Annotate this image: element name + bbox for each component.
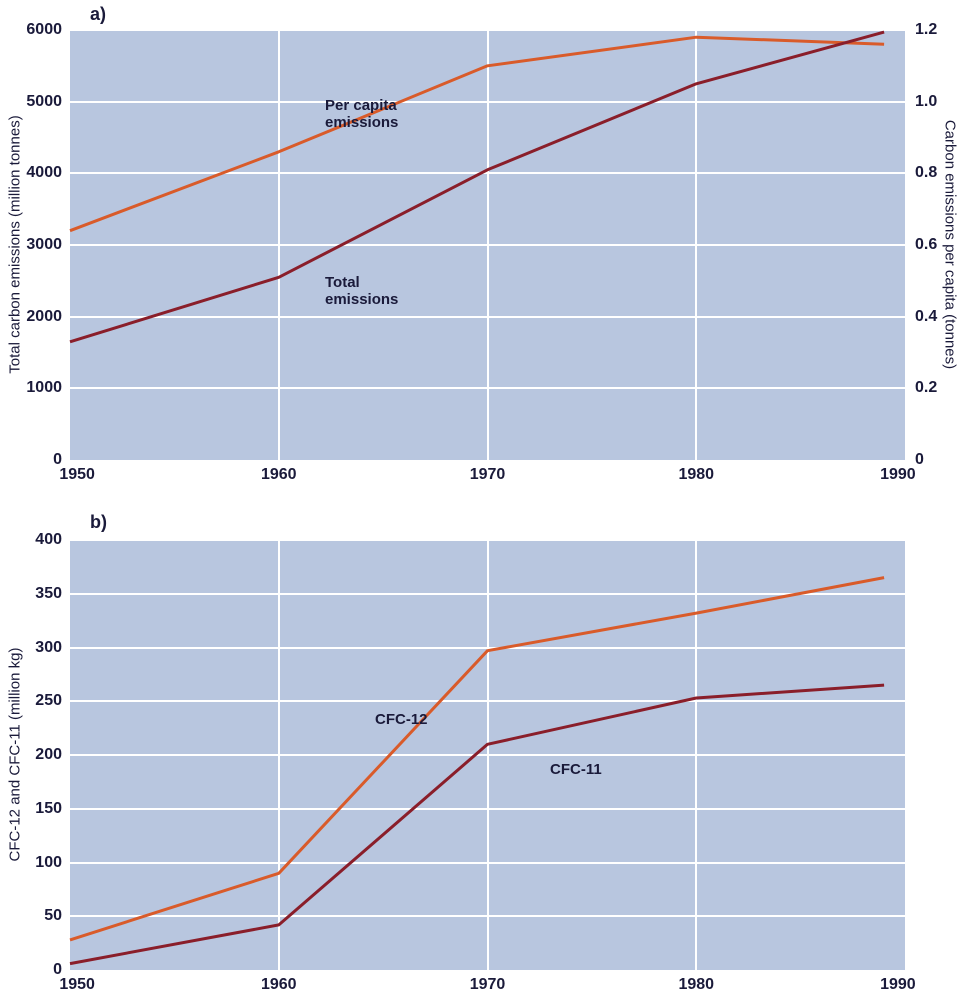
x-tick-label: 1990 (880, 976, 916, 994)
y-right-tick-label: 0.2 (915, 379, 937, 397)
series-label: CFC-11 (550, 762, 602, 779)
y-left-axis-label: Total carbon emissions (million tonnes) (7, 65, 24, 425)
series-label: Totalemissions (325, 275, 398, 308)
panel-b-label: b) (90, 512, 107, 533)
y-right-tick-label: 1.2 (915, 21, 937, 39)
y-right-axis-label: Carbon emissions per capita (tonnes) (942, 65, 959, 425)
chart-a: 1950196019701980199001000200030004000500… (70, 30, 905, 460)
y-right-tick-label: 0.8 (915, 164, 937, 182)
series-label: Per capitaemissions (325, 98, 398, 131)
x-tick-label: 1990 (880, 466, 916, 484)
chart-b: 1950196019701980199005010015020025030035… (70, 540, 905, 970)
y-right-tick-label: 0.4 (915, 308, 937, 326)
panel-a-label: a) (90, 4, 106, 25)
y-right-tick-label: 0.6 (915, 236, 937, 254)
x-tick-label: 1960 (261, 976, 297, 994)
x-tick-label: 1980 (678, 466, 714, 484)
y-left-tick-label: 400 (2, 531, 62, 549)
x-tick-label: 1950 (59, 976, 95, 994)
x-tick-label: 1970 (470, 466, 506, 484)
series-line (70, 578, 884, 940)
y-right-tick-label: 1.0 (915, 93, 937, 111)
y-right-tick-label: 0 (915, 451, 924, 469)
series-lines (70, 540, 905, 970)
x-tick-label: 1950 (59, 466, 95, 484)
series-line (70, 32, 884, 342)
x-tick-label: 1970 (470, 976, 506, 994)
y-left-tick-label: 0 (2, 451, 62, 469)
y-left-tick-label: 0 (2, 961, 62, 979)
series-label: CFC-12 (375, 712, 428, 729)
series-lines (70, 30, 905, 460)
x-tick-label: 1980 (678, 976, 714, 994)
series-line (70, 685, 884, 964)
y-left-axis-label: CFC-12 and CFC-11 (million kg) (7, 575, 24, 935)
y-left-tick-label: 6000 (2, 21, 62, 39)
x-tick-label: 1960 (261, 466, 297, 484)
